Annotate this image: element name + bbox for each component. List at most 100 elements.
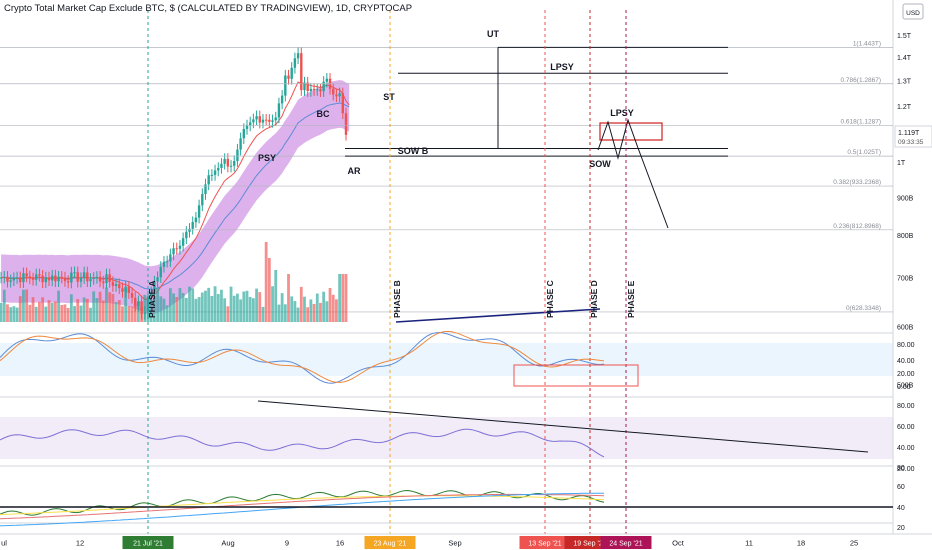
volume-bar [95, 298, 99, 322]
candle-body [38, 274, 41, 276]
volume-bar [258, 292, 262, 322]
current-price-label: 1.119T [898, 130, 920, 137]
candle-body [201, 194, 204, 206]
fib-level-label: 1(1.443T) [853, 40, 881, 47]
rsi-scale-tick: 40.00 [897, 445, 915, 452]
candle-body [309, 88, 313, 91]
candle-body [127, 286, 131, 294]
candle-body [57, 276, 60, 282]
volume-bar [137, 301, 140, 322]
candle-body [239, 138, 242, 150]
volume-bar [57, 290, 60, 322]
time-axis-tick: 9 [285, 539, 289, 548]
candle-body [185, 231, 188, 239]
time-axis-tick: 16 [336, 539, 344, 548]
price-scale-tick: 1.5T [897, 33, 912, 40]
candle-body [229, 165, 233, 167]
chart-title: Crypto Total Market Cap Exclude BTC, $ (… [4, 3, 413, 14]
volume-bar [315, 293, 319, 322]
candle-body [114, 284, 118, 286]
candle-body [162, 261, 166, 267]
candle-body [264, 119, 268, 121]
volume-bar [124, 288, 128, 322]
volume-bar [34, 306, 38, 322]
fib-level-label: 0.618(1.1287) [841, 118, 881, 125]
volume-bar [85, 298, 89, 322]
candle-body [175, 248, 178, 250]
fib-level-label: 0.5(1.025T) [847, 149, 881, 156]
candle-body [341, 93, 345, 114]
volume-bar [73, 306, 76, 322]
volume-bar [121, 306, 124, 322]
volume-bar [312, 303, 316, 322]
candle-body [50, 275, 54, 281]
time-axis-date-badge [600, 536, 652, 549]
volume-bar [18, 296, 22, 322]
candle-body [89, 278, 92, 282]
wyckoff-label: ST [383, 92, 395, 102]
volume-bar [89, 307, 92, 322]
volume-bar [296, 307, 300, 322]
candle-body [312, 88, 316, 91]
candle-body [12, 278, 16, 281]
candle-body [223, 158, 226, 164]
volume-bar [306, 307, 310, 322]
wyckoff-label: UT [487, 29, 499, 39]
volume-bar [331, 294, 335, 322]
candle-body [293, 58, 297, 68]
volume-bar [172, 293, 175, 322]
time-axis-tick: ul [1, 539, 7, 548]
volume-bar [261, 306, 265, 322]
wyckoff-label: SOW [589, 159, 611, 169]
stochastic-d-line [0, 330, 605, 383]
price-scale-tick: 1.3T [897, 79, 912, 86]
price-scale-tick: 1T [897, 160, 906, 167]
phase-label: PHASE B [392, 280, 402, 318]
candle-body [31, 278, 35, 280]
candle-body [271, 120, 274, 122]
candle-body [3, 276, 6, 278]
volume-bar [0, 302, 3, 322]
candle-body [242, 128, 246, 139]
volume-bar [319, 302, 322, 322]
candle-body [300, 53, 303, 91]
wyckoff-label: BC [317, 109, 330, 119]
volume-bar [50, 302, 54, 322]
candle-body [204, 184, 207, 195]
volume-bar [267, 258, 271, 322]
candle-body [22, 273, 25, 283]
volume-bar [322, 291, 326, 322]
time-axis-tick: 12 [76, 539, 84, 548]
candle-body [79, 278, 83, 282]
candle-body [159, 266, 162, 278]
candle-body [149, 292, 153, 297]
volume-bar [178, 288, 182, 322]
candle-body [172, 248, 175, 255]
volume-bar [41, 297, 45, 322]
candle-body [188, 228, 191, 232]
volume-bar [255, 288, 258, 322]
candle-body [332, 88, 335, 95]
volume-bar [245, 290, 249, 322]
volume-bar [184, 297, 188, 322]
candle-body [213, 170, 217, 175]
candle-body [0, 277, 3, 279]
volume-bar [2, 289, 6, 322]
price-scale-tick: 1.4T [897, 55, 912, 62]
volume-bar [344, 274, 348, 322]
candle-body [98, 276, 102, 282]
candle-body [169, 254, 172, 262]
stochastic-highlight-box [513, 364, 639, 387]
volume-bar [28, 304, 32, 322]
volume-bar [117, 300, 121, 322]
candle-body [316, 89, 319, 91]
volume-bar [111, 293, 115, 322]
candle-body [280, 95, 284, 104]
ema-ribbon [1, 80, 350, 314]
countdown-label: 09:33:35 [898, 139, 924, 146]
volume-bar [175, 297, 179, 322]
price-scale-tick: 900B [897, 196, 914, 203]
candle-body [287, 75, 290, 79]
